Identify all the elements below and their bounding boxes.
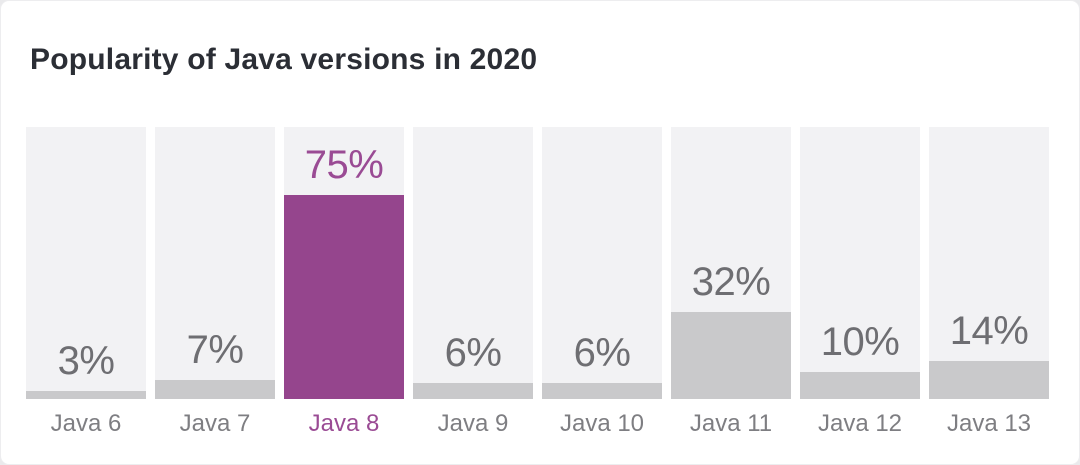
category-label: Java 8 bbox=[308, 410, 380, 437]
chart-title: Popularity of Java versions in 2020 bbox=[30, 43, 538, 77]
bar-track: 14% bbox=[929, 127, 1049, 399]
bar-track: 6% bbox=[413, 127, 533, 399]
bar-track: 10% bbox=[800, 127, 920, 399]
bar-column-java-8: 75% Java 8 bbox=[284, 127, 404, 436]
bar-fill bbox=[155, 379, 275, 399]
bar-column-java-7: 7% Java 7 bbox=[155, 127, 275, 436]
value-label: 6% bbox=[444, 330, 502, 375]
bar-chart: 3% Java 6 7% Java 7 75% Java 8 6% Java 9 6% Java … bbox=[26, 127, 1049, 436]
bar-track: 75% bbox=[284, 127, 404, 399]
bar-fill bbox=[413, 382, 533, 399]
value-label: 7% bbox=[186, 327, 244, 372]
category-label: Java 13 bbox=[946, 410, 1032, 437]
category-label: Java 6 bbox=[50, 410, 122, 437]
value-label: 6% bbox=[573, 330, 631, 375]
category-label: Java 9 bbox=[437, 410, 509, 437]
category-label: Java 10 bbox=[559, 410, 645, 437]
value-label: 14% bbox=[949, 308, 1029, 353]
bar-track: 7% bbox=[155, 127, 275, 399]
category-label: Java 11 bbox=[689, 410, 773, 437]
bar-fill bbox=[26, 390, 146, 399]
bar-fill bbox=[284, 195, 404, 399]
bar-column-java-10: 6% Java 10 bbox=[542, 127, 662, 436]
value-label: 3% bbox=[57, 338, 115, 383]
bar-track: 6% bbox=[542, 127, 662, 399]
value-label: 10% bbox=[820, 319, 900, 364]
bar-track: 32% bbox=[671, 127, 791, 399]
category-label: Java 12 bbox=[817, 410, 903, 437]
bar-fill bbox=[542, 382, 662, 399]
value-label: 75% bbox=[304, 143, 384, 187]
bar-column-java-9: 6% Java 9 bbox=[413, 127, 533, 436]
bar-column-java-11: 32% Java 11 bbox=[671, 127, 791, 436]
bar-column-java-6: 3% Java 6 bbox=[26, 127, 146, 436]
value-label: 32% bbox=[691, 259, 771, 304]
bar-fill bbox=[671, 311, 791, 399]
bar-fill bbox=[929, 360, 1049, 399]
bar-fill bbox=[800, 371, 920, 399]
category-label: Java 7 bbox=[179, 410, 251, 437]
bar-column-java-12: 10% Java 12 bbox=[800, 127, 920, 436]
bar-track: 3% bbox=[26, 127, 146, 399]
bar-column-java-13: 14% Java 13 bbox=[929, 127, 1049, 436]
